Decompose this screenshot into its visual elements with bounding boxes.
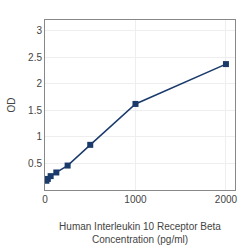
svg-text:2.5: 2.5	[28, 52, 42, 63]
svg-text:OD: OD	[6, 98, 17, 113]
svg-text:2: 2	[36, 78, 42, 89]
svg-text:1: 1	[36, 131, 42, 142]
svg-text:1000: 1000	[124, 194, 147, 205]
svg-text:0: 0	[42, 194, 48, 205]
svg-text:1.5: 1.5	[28, 105, 42, 116]
svg-text:0.5: 0.5	[28, 158, 42, 169]
svg-text:3: 3	[36, 25, 42, 36]
svg-text:2000: 2000	[215, 194, 238, 205]
svg-text:Human Interleukin 10 Receptor: Human Interleukin 10 Receptor BetaConcen…	[59, 221, 221, 245]
